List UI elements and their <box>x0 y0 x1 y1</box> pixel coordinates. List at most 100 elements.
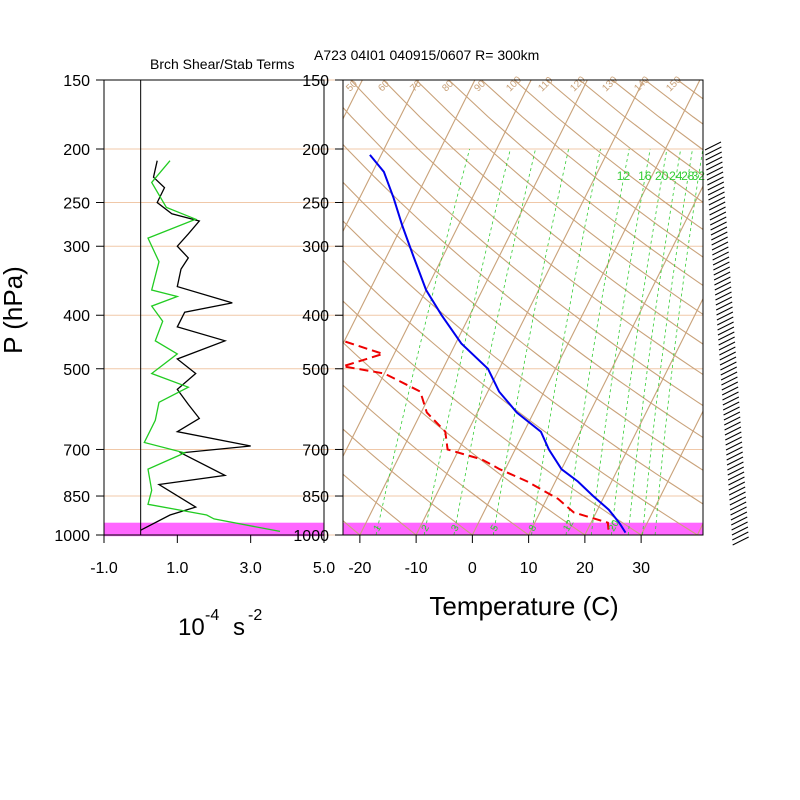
wind-barb <box>731 521 748 531</box>
dry-adiabat-line <box>343 300 642 535</box>
wind-barb <box>713 261 730 271</box>
wind-barb <box>719 351 736 361</box>
mixing-ratio-line <box>627 148 682 535</box>
dry-adiabat-line <box>350 80 703 376</box>
isotherm-line <box>471 80 701 535</box>
dry-adiabat-line <box>343 143 703 439</box>
isotherm-line <box>584 297 703 535</box>
mixing-ratio-label-top: 24 <box>669 169 683 183</box>
adiabat-label: 130 <box>600 74 620 94</box>
left-series-group <box>140 160 281 533</box>
dry-adiabat-line <box>546 80 703 203</box>
mixing-ratio-label-bottom: 3 <box>449 523 462 534</box>
wind-barb <box>708 196 726 206</box>
mixing-ratio-label-bottom: 20 <box>607 518 622 534</box>
x-tick-label: 10 <box>520 560 538 577</box>
y-tick-label: 1000 <box>54 528 90 545</box>
wind-barb <box>718 336 735 346</box>
units-exponent: -4 <box>205 607 219 624</box>
wind-barb <box>729 496 747 506</box>
wind-barb <box>705 146 722 156</box>
mixing-ratio-line <box>375 148 470 535</box>
mixing-ratio-line <box>642 148 693 535</box>
adiabat-label: 150 <box>664 74 684 94</box>
y-tick-label: 150 <box>302 73 329 90</box>
adiabat-label: 110 <box>536 75 555 94</box>
dry-adiabat-line <box>415 80 703 316</box>
adiabat-labels: 50 60 70 80 90 100 110 120 130 140 150 <box>344 74 684 94</box>
dry-adiabat-line <box>343 384 529 535</box>
wind-barb <box>726 451 743 461</box>
temperature-axis-label: Temperature (C) <box>429 591 618 621</box>
y-tick-label: 400 <box>302 308 329 325</box>
wind-barb <box>716 311 734 321</box>
wind-barb <box>728 481 746 491</box>
wind-barb <box>731 526 749 536</box>
wind-barb <box>713 271 731 281</box>
units-seconds: s <box>233 614 245 641</box>
wind-barb <box>727 471 745 481</box>
x-tick-label: -10 <box>405 560 428 577</box>
mixing-ratio-label-top: 28 <box>681 169 695 183</box>
isotherm-line <box>359 80 588 535</box>
wind-barb <box>724 426 742 436</box>
units-seconds-exponent: -2 <box>248 607 262 624</box>
right-temperature-ticks: -20 -10 0 10 20 30 <box>348 535 650 577</box>
mixing-ratio-label-bottom: 8 <box>527 523 540 534</box>
isotherm-line <box>343 80 532 458</box>
units-base: 10 <box>178 614 205 641</box>
mixing-ratio-label-top: 32 <box>692 169 706 183</box>
right-layer-highlight <box>343 522 703 535</box>
pressure-axis-label: P (hPa) <box>0 266 28 354</box>
isotherm-line <box>640 410 703 535</box>
isotherm-lines <box>0 80 800 535</box>
wind-barb <box>711 231 728 241</box>
wind-barb <box>723 406 740 416</box>
wind-barb <box>725 431 742 441</box>
wind-barb <box>726 456 744 466</box>
wind-barb <box>704 141 722 151</box>
wind-barb <box>707 186 725 196</box>
y-tick-label: 700 <box>302 442 329 459</box>
x-tick-label: 1.0 <box>166 560 188 577</box>
wind-barb <box>717 326 735 336</box>
mixing-ratio-line <box>590 148 651 535</box>
y-tick-label: 150 <box>63 73 90 90</box>
mixing-ratio-label-top: 16 <box>638 169 652 183</box>
pressure-gridlines <box>104 79 703 536</box>
isotherm-line <box>0 80 194 535</box>
wind-barb <box>724 416 741 426</box>
wind-barb <box>720 366 737 376</box>
wind-barb <box>709 206 726 216</box>
dry-adiabat-line <box>448 80 703 287</box>
wind-barb <box>729 501 747 511</box>
wind-barb <box>719 346 736 356</box>
dry-adiabat-line <box>383 80 703 345</box>
wind-barb <box>731 516 748 526</box>
wind-barb <box>717 316 734 326</box>
adiabat-label: 80 <box>440 78 456 94</box>
y-tick-label: 700 <box>63 442 90 459</box>
dry-adiabat-line <box>343 106 703 407</box>
adiabat-label: 140 <box>632 74 652 94</box>
adiabat-label: 100 <box>504 74 524 94</box>
wind-barb <box>714 276 731 286</box>
wind-barb <box>716 306 733 316</box>
dry-adiabat-line <box>677 80 703 100</box>
left-pressure-ticks: 150 200 250 300 400 500 700 850 1000 <box>54 73 104 545</box>
right-panel-frame <box>342 79 704 536</box>
wind-barb <box>711 241 729 251</box>
x-tick-label: 3.0 <box>240 560 262 577</box>
left-panel-frame <box>103 79 325 536</box>
mixing-ratio-lines <box>375 148 703 535</box>
shear-stability-panel: 150 200 250 300 400 500 700 850 1000 -1.0 1.0 3.0 5… <box>54 73 335 577</box>
isotherm-line <box>754 80 800 535</box>
wind-barb <box>713 266 730 276</box>
dry-adiabat-line <box>343 181 703 471</box>
wind-barb <box>706 171 724 181</box>
wind-barb <box>720 371 738 381</box>
y-tick-label: 200 <box>302 142 329 159</box>
y-tick-label: 500 <box>63 362 90 379</box>
dewpoint-line <box>343 339 610 533</box>
mixing-ratio-line <box>453 148 536 535</box>
